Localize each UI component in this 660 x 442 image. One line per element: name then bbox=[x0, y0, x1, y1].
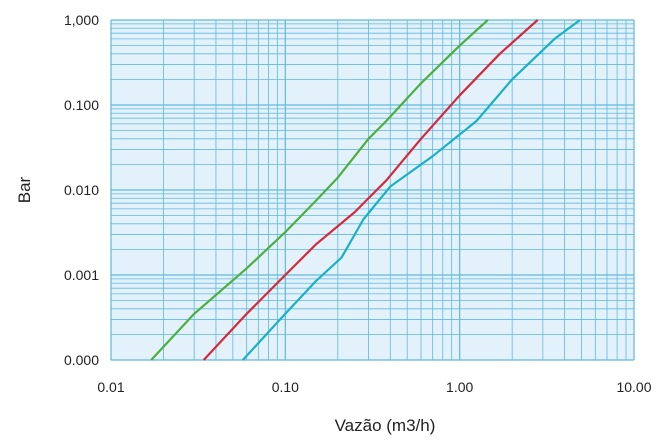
y-tick-label: 0.100 bbox=[64, 97, 99, 113]
y-tick-label: 1,000 bbox=[64, 12, 99, 28]
x-axis-label: Vazão (m3/h) bbox=[335, 416, 436, 435]
x-tick-label: 10.00 bbox=[616, 379, 651, 395]
y-tick-label: 0.001 bbox=[64, 267, 99, 283]
y-tick-label: 0.010 bbox=[64, 182, 99, 198]
y-tick-labels: 0.000 0.001 0.010 0.100 1,000 bbox=[64, 12, 99, 368]
series-lines bbox=[150, 19, 581, 361]
series-line-1 bbox=[150, 19, 489, 361]
x-tick-label: 0.10 bbox=[272, 379, 299, 395]
series-line-2 bbox=[202, 19, 539, 361]
series-line-3 bbox=[241, 19, 581, 361]
y-axis-label: Bar bbox=[15, 176, 34, 203]
x-tick-labels: 0.01 0.10 1.00 10.00 bbox=[97, 379, 651, 395]
x-tick-label: 0.01 bbox=[97, 379, 124, 395]
x-tick-label: 1.00 bbox=[446, 379, 473, 395]
y-tick-label: 0.000 bbox=[64, 352, 99, 368]
major-grid bbox=[110, 19, 635, 361]
